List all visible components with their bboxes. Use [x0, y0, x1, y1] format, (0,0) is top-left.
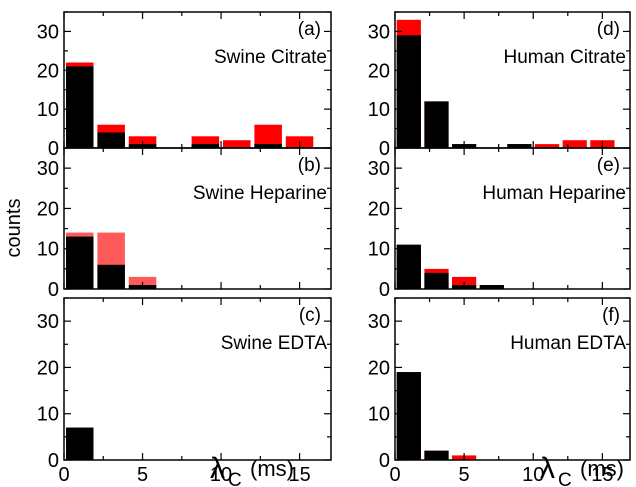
- y-tick-label: 20: [368, 198, 390, 220]
- panel-letter: (f): [602, 305, 620, 326]
- y-tick-label: 10: [37, 239, 59, 261]
- panel-letter: (d): [597, 19, 620, 40]
- bar-black-3: [424, 450, 449, 460]
- x-axis-sub-right: C: [558, 470, 572, 487]
- panel-letter: (a): [298, 19, 321, 40]
- bar-black-1: [396, 35, 421, 148]
- plot-frame: [394, 297, 631, 461]
- panel-letter: (e): [597, 155, 620, 176]
- y-tick-label: 20: [37, 198, 59, 220]
- x-tick-label: 5: [137, 464, 148, 486]
- bar-black-9: [507, 144, 532, 148]
- bar-red-9: [191, 136, 220, 148]
- y-tick-label: 10: [368, 99, 390, 121]
- y-tick-label: 30: [37, 21, 59, 43]
- bar-black-1: [66, 427, 94, 460]
- y-tick-label: 30: [368, 311, 390, 333]
- y-tick-label: 30: [368, 158, 390, 180]
- y-tick-label: 20: [37, 60, 59, 82]
- y-tick-label: 0: [48, 279, 59, 301]
- y-axis-label: counts: [3, 199, 25, 258]
- panel-d: 0 10 20 30 (d) Human Citrate: [368, 11, 631, 160]
- y-tick-label: 0: [48, 138, 59, 160]
- panel-label: Swine Citrate: [214, 47, 327, 68]
- y-tick-label: 20: [368, 60, 390, 82]
- panel-label: Human Citrate: [504, 47, 627, 68]
- bar-black-1: [66, 66, 94, 148]
- bar-red-11: [535, 144, 560, 148]
- x-tick-label: 15: [288, 464, 310, 486]
- bar-black-13: [254, 144, 282, 148]
- panel-e: 0 10 20 30 (e) Human Heparine: [368, 147, 631, 301]
- y-tick-label: 10: [368, 404, 390, 426]
- panel-f: 0 10 20 30 0 5 10 15 (f) Human EDTA: [368, 297, 631, 486]
- bar-black-3: [424, 272, 449, 289]
- bar-red-11: [223, 140, 251, 148]
- bar-black-7: [479, 285, 504, 289]
- x-tick-label: 15: [591, 464, 613, 486]
- y-tick-label: 0: [379, 279, 390, 301]
- y-tick-label: 10: [368, 239, 390, 261]
- x-tick-label: 0: [58, 464, 69, 486]
- panel-b: 0 10 20 30 (b) Swine Heparine: [37, 147, 332, 301]
- bar-black-1: [396, 372, 421, 460]
- y-tick-label: 30: [37, 158, 59, 180]
- x-axis-sub-left: C: [228, 470, 242, 487]
- bar-red-13: [254, 124, 282, 148]
- y-tick-label: 20: [37, 357, 59, 379]
- panel-label: Human Heparine: [482, 183, 626, 204]
- panel-letter: (c): [299, 305, 321, 326]
- bar-black-1: [66, 236, 94, 289]
- y-tick-label: 30: [368, 21, 390, 43]
- x-tick-label: 5: [459, 464, 470, 486]
- panel-letter: (b): [298, 155, 321, 176]
- x-tick-label: 0: [389, 464, 400, 486]
- y-tick-label: 0: [379, 138, 390, 160]
- plot-frame: [63, 147, 332, 290]
- y-tick-label: 20: [368, 357, 390, 379]
- y-tick-label: 30: [37, 311, 59, 333]
- x-tick-label: 10: [522, 464, 544, 486]
- bar-red-13: [562, 140, 587, 148]
- x-tick-label: 10: [210, 464, 232, 486]
- y-tick-label: 10: [37, 99, 59, 121]
- bar-black-1: [396, 244, 421, 289]
- panel-a: 0 10 20 30 (a) Swine Citrate: [37, 11, 332, 160]
- bar-black-3: [97, 132, 125, 148]
- panel-label: Swine EDTA: [221, 333, 328, 354]
- bar-black-3: [424, 101, 449, 148]
- plot-frame: [394, 147, 631, 290]
- bar-black-3: [97, 264, 125, 289]
- panel-c: 0 10 20 30 0 5 10 15 (c) Swine EDTA: [37, 297, 332, 486]
- y-tick-label: 0: [379, 450, 390, 472]
- plot-frame: [63, 297, 332, 461]
- panel-label: Swine Heparine: [193, 183, 327, 204]
- bar-black-9: [191, 144, 220, 148]
- y-tick-label: 10: [37, 404, 59, 426]
- y-tick-label: 0: [48, 450, 59, 472]
- panel-label: Human EDTA: [510, 333, 626, 354]
